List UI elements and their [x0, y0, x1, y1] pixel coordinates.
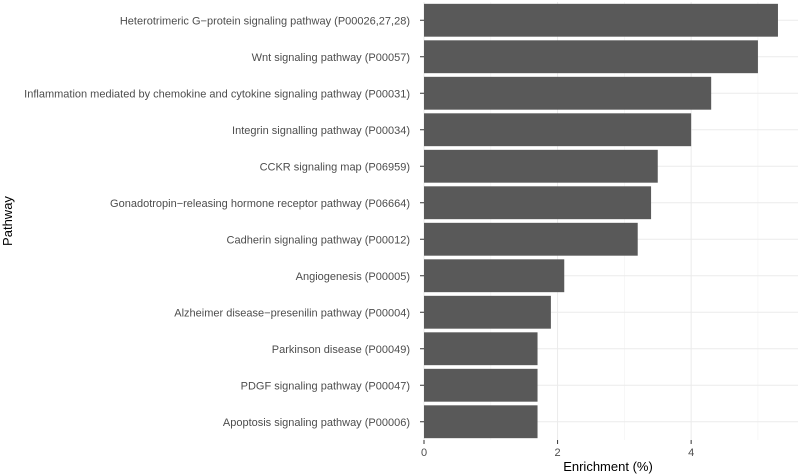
bar: [424, 259, 565, 293]
x-tick-label: 0: [421, 447, 427, 459]
y-tick-label: Parkinson disease (P00049): [272, 344, 410, 356]
y-tick-label: Cadherin signaling pathway (P00012): [227, 234, 410, 246]
x-tick-label: 4: [688, 447, 694, 459]
bar: [424, 113, 692, 147]
bar: [424, 149, 658, 183]
bar: [424, 40, 758, 74]
y-tick-label: CCKR signaling map (P06959): [260, 161, 410, 173]
y-axis-title: Pathway: [0, 196, 15, 246]
bar: [424, 76, 712, 110]
y-tick-label: Gonadotropin−releasing hormone receptor …: [110, 198, 410, 210]
x-tick-labels: 0 2 4: [421, 440, 694, 459]
y-tick-label: Angiogenesis (P00005): [296, 271, 410, 283]
y-tick-label: Inflammation mediated by chemokine and c…: [24, 88, 410, 100]
y-tick-label: Wnt signaling pathway (P00057): [252, 52, 410, 64]
bar: [424, 295, 551, 329]
y-tick-label: Apoptosis signaling pathway (P00006): [223, 417, 410, 429]
y-tick-label: Alzheimer disease−presenilin pathway (P0…: [174, 307, 410, 319]
bar: [424, 368, 538, 402]
bar: [424, 186, 652, 220]
bars: [424, 3, 778, 439]
x-tick-label: 2: [555, 447, 561, 459]
x-axis-title: Enrichment (%): [563, 459, 653, 474]
y-tick-label: Heterotrimeric G−protein signaling pathw…: [120, 15, 410, 27]
y-tick-label: Integrin signalling pathway (P00034): [232, 125, 410, 137]
y-tick-label: PDGF signaling pathway (P00047): [241, 380, 410, 392]
bar: [424, 332, 538, 366]
bar: [424, 3, 778, 37]
bar: [424, 222, 638, 256]
y-tick-labels: Heterotrimeric G−protein signaling pathw…: [24, 15, 424, 429]
bar: [424, 405, 538, 439]
